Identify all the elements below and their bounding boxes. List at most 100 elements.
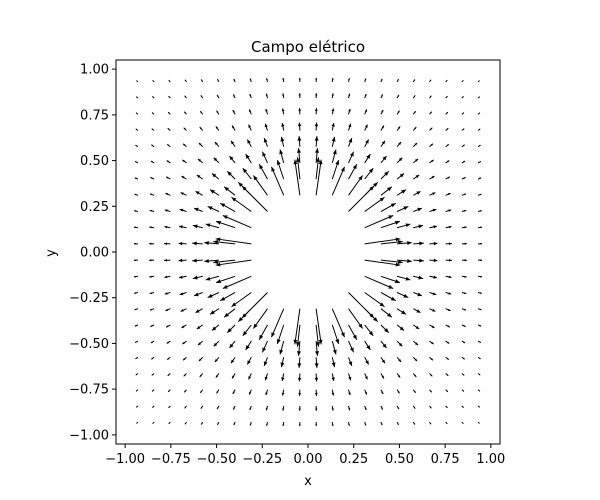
field-arrow xyxy=(477,193,482,196)
field-arrow xyxy=(135,405,139,408)
field-arrow xyxy=(380,125,385,131)
field-arrow xyxy=(167,389,171,393)
field-arrow xyxy=(152,79,155,83)
field-arrow xyxy=(263,357,268,367)
y-tick-label: 0.50 xyxy=(80,154,109,169)
field-arrow xyxy=(164,225,171,229)
field-arrow xyxy=(413,308,421,314)
field-arrow xyxy=(282,405,285,411)
field-arrow xyxy=(200,421,204,425)
field-arrow xyxy=(380,140,386,148)
field-arrow xyxy=(396,340,403,347)
field-arrow xyxy=(150,340,155,344)
field-arrow xyxy=(135,356,139,360)
field-arrow xyxy=(445,275,452,279)
field-arrow xyxy=(429,95,432,99)
field-arrow xyxy=(166,160,171,164)
field-arrow xyxy=(445,95,448,99)
field-arrow xyxy=(331,421,334,427)
field-arrow xyxy=(331,357,336,368)
field-arrow xyxy=(429,373,433,377)
field-arrow xyxy=(222,275,252,289)
field-arrow xyxy=(364,292,385,308)
field-arrow xyxy=(412,126,417,131)
field-arrow xyxy=(216,421,220,426)
field-arrow xyxy=(429,421,432,425)
field-arrow xyxy=(197,340,204,346)
field-arrow xyxy=(380,324,390,334)
field-arrow xyxy=(445,242,452,246)
field-arrow xyxy=(263,137,268,147)
field-arrow xyxy=(230,356,236,364)
y-axis-label: y xyxy=(44,249,59,257)
field-arrow xyxy=(297,122,302,131)
field-arrow xyxy=(412,389,417,394)
field-arrow xyxy=(331,122,335,131)
field-arrow xyxy=(183,389,187,393)
field-arrow xyxy=(135,96,139,99)
field-arrow xyxy=(461,96,464,99)
field-arrow xyxy=(331,108,335,115)
arrow-field xyxy=(133,77,483,427)
field-arrow xyxy=(364,124,368,131)
field-arrow xyxy=(213,340,220,347)
field-arrow xyxy=(192,275,203,280)
field-arrow xyxy=(429,225,438,229)
field-arrow xyxy=(231,373,236,379)
field-arrow xyxy=(348,151,355,164)
field-arrow xyxy=(249,78,252,83)
field-arrow xyxy=(477,356,481,360)
field-arrow xyxy=(348,308,364,329)
field-arrow xyxy=(477,421,480,424)
field-arrow xyxy=(445,405,448,409)
field-arrow xyxy=(149,308,155,311)
field-arrow xyxy=(196,324,204,330)
field-arrow xyxy=(445,209,452,212)
y-axis: 1.00 0.75 0.50 0.25 0.00 −0.25 −0.50 −0.75 −1.00 xyxy=(69,63,116,443)
field-arrow xyxy=(477,275,483,278)
field-arrow xyxy=(215,373,220,378)
field-arrow xyxy=(396,421,400,426)
field-arrow xyxy=(181,324,187,329)
field-arrow xyxy=(180,192,187,196)
field-arrow xyxy=(178,258,187,263)
field-arrow xyxy=(396,308,407,315)
field-arrow xyxy=(279,340,285,355)
field-arrow xyxy=(380,373,385,379)
field-arrow xyxy=(461,292,467,295)
field-arrow xyxy=(276,159,285,180)
field-arrow xyxy=(165,192,171,196)
field-arrow xyxy=(396,110,400,115)
field-arrow xyxy=(412,421,416,425)
field-arrow xyxy=(461,308,467,311)
field-arrow xyxy=(396,94,400,99)
field-arrow xyxy=(271,166,285,196)
field-arrow xyxy=(231,196,252,212)
field-arrow xyxy=(396,389,400,394)
field-arrow xyxy=(204,240,219,245)
field-arrow xyxy=(215,237,252,245)
field-arrow xyxy=(249,93,252,99)
field-arrow xyxy=(429,159,434,164)
field-arrow xyxy=(461,373,465,376)
field-arrow xyxy=(216,405,220,410)
y-tick-label: −1.00 xyxy=(69,428,109,443)
field-arrow xyxy=(380,239,403,245)
field-arrow xyxy=(380,405,384,410)
field-arrow xyxy=(445,143,450,148)
field-arrow xyxy=(232,405,236,410)
field-arrow xyxy=(178,241,187,246)
field-arrow xyxy=(364,93,367,99)
field-arrow xyxy=(233,78,236,83)
field-arrow xyxy=(331,77,334,83)
y-tick-label: 1.00 xyxy=(80,63,109,78)
field-arrow xyxy=(241,292,268,319)
field-arrow xyxy=(297,373,302,382)
field-arrow xyxy=(261,340,268,353)
field-arrow xyxy=(413,275,424,280)
field-arrow xyxy=(348,108,351,115)
field-arrow xyxy=(315,159,323,196)
field-arrow xyxy=(412,324,420,330)
field-arrow xyxy=(149,275,155,278)
field-arrow xyxy=(477,80,480,83)
